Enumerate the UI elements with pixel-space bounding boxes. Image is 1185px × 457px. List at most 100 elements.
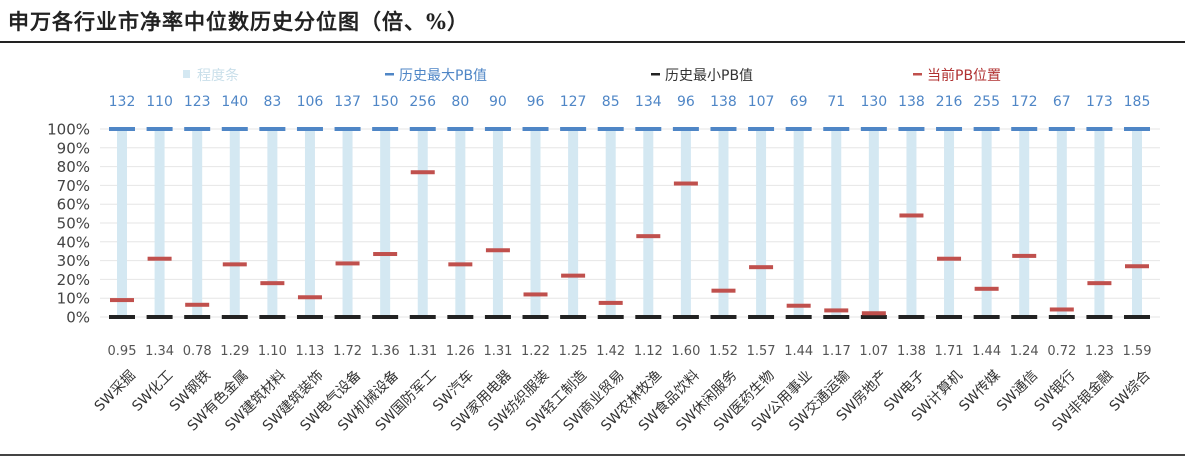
- range-bar: [417, 129, 428, 317]
- range-bar: [1132, 129, 1142, 317]
- max-pb-label: 173: [1086, 94, 1113, 110]
- min-pb-marker: [860, 315, 887, 319]
- current-pb-marker: [1125, 264, 1149, 269]
- min-pb-marker: [973, 315, 1000, 319]
- chart-title: 申万各行业市净率中位数历史分位图（倍、%）: [8, 9, 469, 34]
- min-pb-label: 1.12: [634, 344, 663, 359]
- x-tick-label: SW采掘: [92, 368, 139, 415]
- min-pb-label: 1.59: [1123, 344, 1152, 359]
- max-pb-marker: [597, 127, 624, 131]
- current-pb-marker: [297, 295, 322, 300]
- max-pb-marker: [447, 127, 474, 131]
- min-pb-marker: [597, 315, 624, 319]
- current-pb-marker: [786, 303, 811, 308]
- min-pb-label: 1.44: [784, 344, 813, 359]
- current-pb-marker: [861, 311, 886, 316]
- min-pb-marker: [184, 315, 211, 319]
- range-bar: [380, 129, 391, 317]
- current-pb-marker: [485, 248, 510, 253]
- range-bar: [267, 129, 278, 317]
- min-pb-marker: [635, 315, 662, 319]
- min-pb-label: 1.72: [333, 344, 362, 359]
- max-pb-label: 83: [263, 94, 281, 110]
- max-pb-label: 96: [677, 94, 695, 110]
- min-pb-marker: [936, 315, 963, 319]
- min-pb-label: 1.57: [747, 344, 776, 359]
- max-pb-label: 96: [527, 94, 545, 110]
- current-pb-marker: [373, 252, 398, 257]
- legend-swatch-line: [913, 73, 922, 76]
- max-pb-marker: [296, 127, 323, 131]
- min-pb-marker: [259, 315, 286, 319]
- min-pb-label: 0.78: [183, 344, 212, 359]
- range-bar: [605, 129, 616, 317]
- min-pb-label: 1.17: [822, 344, 851, 359]
- max-pb-marker: [409, 127, 436, 131]
- min-pb-marker: [1086, 315, 1113, 319]
- legend-label: 历史最大PB值: [399, 68, 487, 84]
- min-pb-marker: [409, 315, 436, 319]
- max-pb-label: 172: [1011, 94, 1038, 110]
- max-pb-label: 138: [898, 94, 925, 110]
- y-tick-label: 90%: [57, 139, 90, 157]
- max-pb-marker: [221, 127, 248, 131]
- max-pb-label: 71: [827, 94, 845, 110]
- max-pb-marker: [1011, 127, 1038, 131]
- max-pb-label: 127: [560, 94, 587, 110]
- min-pb-label: 1.31: [483, 344, 512, 359]
- min-pb-label: 1.29: [220, 344, 249, 359]
- legend-item: 当前PB位置: [913, 67, 1001, 84]
- current-pb-marker: [899, 213, 924, 218]
- max-pb-marker: [1124, 127, 1150, 131]
- y-tick-label: 60%: [57, 196, 90, 214]
- max-pb-label: 106: [297, 94, 324, 110]
- range-bar: [756, 129, 767, 317]
- max-pb-labels: 132 110 123 140 83 106 137 150 256 80 90 96 127 85 134…: [109, 94, 1151, 110]
- y-axis: 0%10%20%30%40%50%60%70%80%90%100%: [47, 121, 90, 327]
- max-pb-label: 256: [409, 94, 436, 110]
- y-tick-label: 80%: [57, 158, 90, 176]
- max-pb-marker: [823, 127, 850, 131]
- current-pb-marker: [335, 261, 360, 266]
- max-pb-label: 130: [860, 94, 887, 110]
- current-pb-marker: [222, 262, 247, 267]
- title-divider: [0, 41, 1185, 43]
- legend-item: 历史最小PB值: [651, 68, 753, 84]
- min-pb-marker: [1011, 315, 1038, 319]
- range-bar: [1094, 129, 1105, 317]
- max-pb-marker: [109, 127, 135, 131]
- y-tick-label: 30%: [57, 252, 90, 270]
- x-tick-label: SW通信: [994, 368, 1041, 415]
- current-pb-marker: [1049, 307, 1074, 312]
- min-pb-label: 1.60: [671, 344, 700, 359]
- max-pb-label: 255: [973, 94, 1000, 110]
- legend-swatch-line: [385, 73, 394, 76]
- current-pb-marker: [448, 262, 473, 267]
- legend-swatch-bar: [183, 70, 190, 78]
- x-tick-label: SW传媒: [956, 368, 1003, 415]
- x-tick-label: SW综合: [1107, 368, 1154, 415]
- current-pb-marker: [260, 281, 285, 286]
- current-pb-marker: [673, 181, 698, 186]
- min-pb-marker: [522, 315, 549, 319]
- min-pb-label: 1.07: [859, 344, 888, 359]
- range-bar: [793, 129, 804, 317]
- range-bar: [229, 129, 240, 317]
- max-pb-marker: [672, 127, 699, 131]
- bottom-divider: [0, 454, 1185, 456]
- x-axis-labels: SW采掘SW化工SW钢铁SW有色金属SW建筑材料SW建筑装饰SW电气设备SW机械…: [92, 367, 1154, 435]
- range-bar: [342, 129, 353, 317]
- y-tick-label: 20%: [57, 271, 90, 289]
- y-tick-label: 40%: [57, 233, 90, 251]
- max-pb-label: 69: [790, 94, 808, 110]
- current-pb-marker: [636, 234, 661, 239]
- max-pb-label: 150: [372, 94, 399, 110]
- current-pb-marker: [185, 302, 210, 307]
- max-pb-label: 123: [184, 94, 211, 110]
- max-pb-marker: [973, 127, 1000, 131]
- max-pb-label: 140: [221, 94, 248, 110]
- range-bar: [831, 129, 842, 317]
- max-pb-label: 132: [109, 94, 136, 110]
- max-pb-marker: [372, 127, 399, 131]
- max-pb-marker: [522, 127, 549, 131]
